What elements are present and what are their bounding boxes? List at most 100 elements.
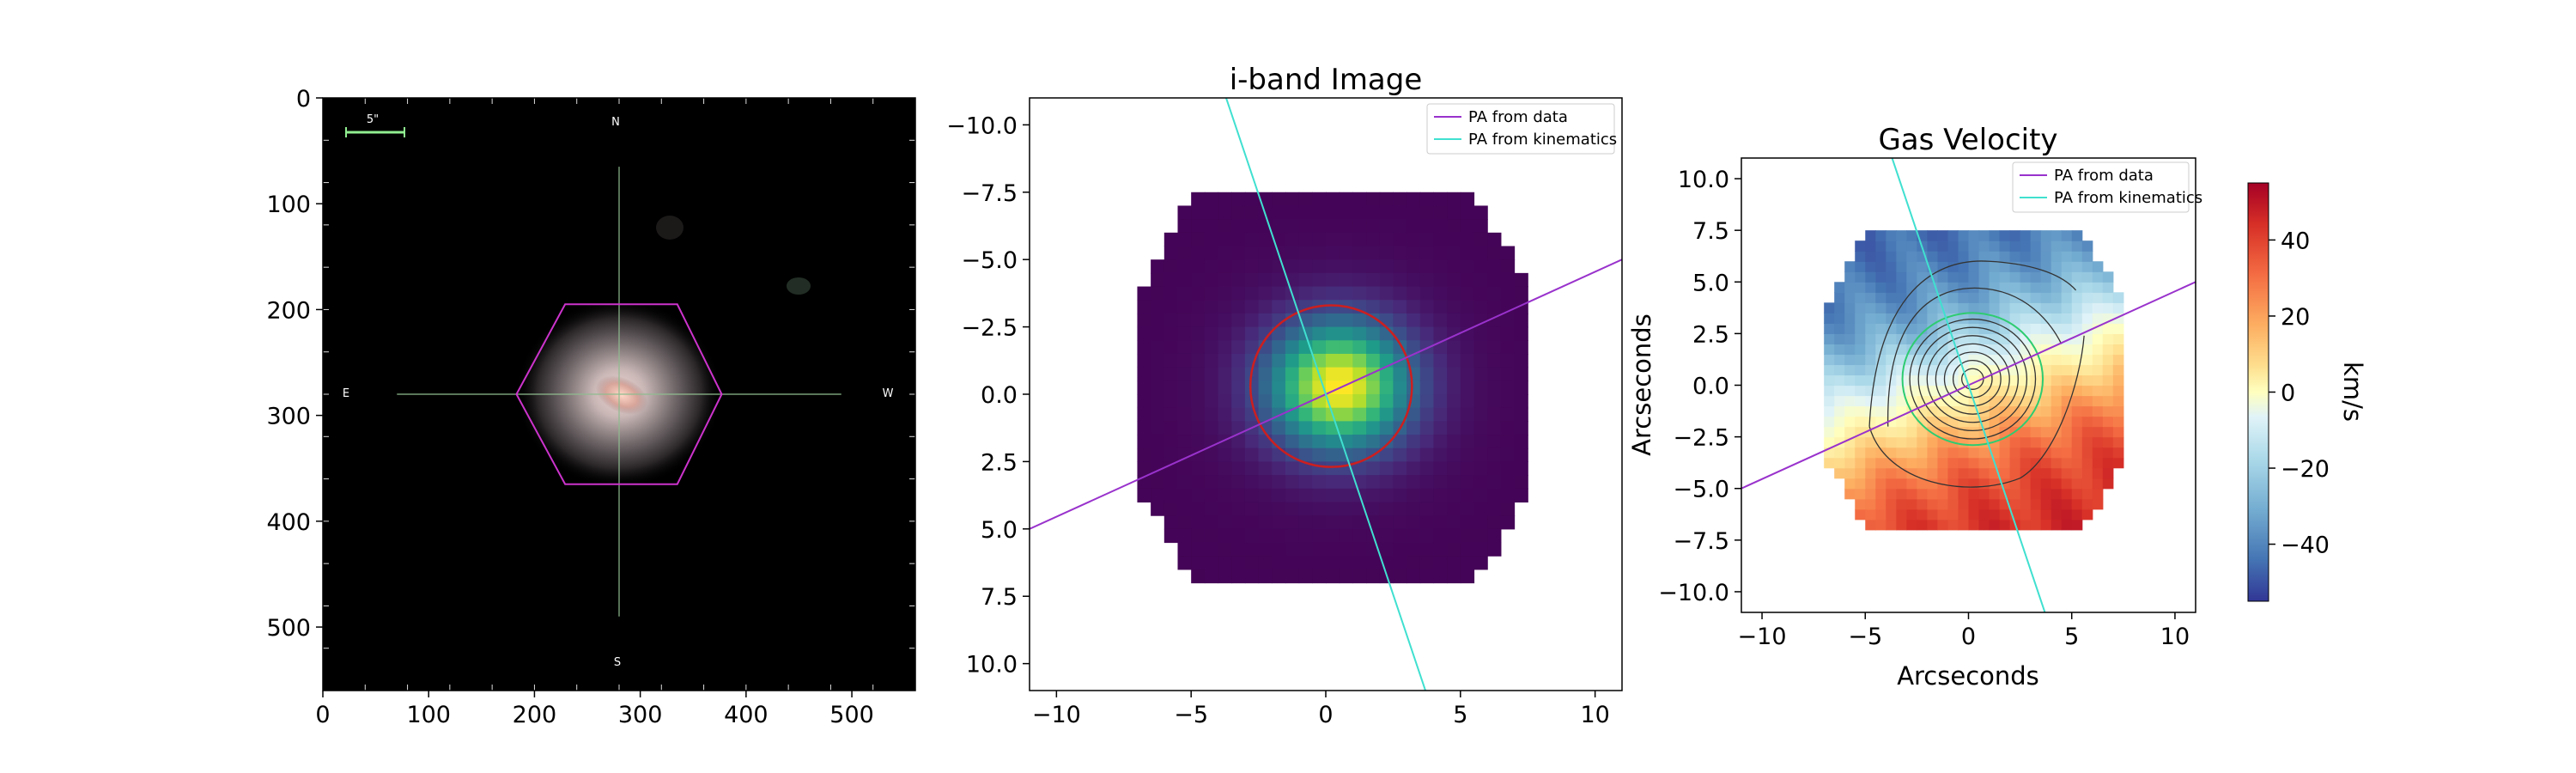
heatmap-cell	[1258, 286, 1273, 301]
velocity-cell	[1989, 240, 2001, 252]
velocity-cell	[1875, 364, 1886, 376]
colorbar-tick-label: 40	[2281, 228, 2310, 254]
heatmap-cell	[1460, 380, 1475, 395]
velocity-cell	[1844, 478, 1856, 490]
velocity-cell	[2061, 508, 2073, 520]
heatmap-cell	[1433, 367, 1448, 381]
velocity-cell	[1865, 478, 1876, 490]
heatmap-cell	[1218, 542, 1232, 557]
heatmap-cell	[1312, 488, 1327, 503]
velocity-cell	[1927, 457, 1939, 469]
heatmap-cell	[1298, 461, 1313, 476]
heatmap-cell	[1231, 353, 1246, 368]
heatmap-cell	[1393, 219, 1407, 234]
velocity-cell	[1927, 488, 1939, 500]
heatmap-cell	[1473, 488, 1488, 503]
velocity-cell	[1834, 323, 1845, 334]
heatmap-cell	[1272, 205, 1286, 220]
heatmap-cell	[1231, 556, 1246, 570]
heatmap-cell	[1339, 326, 1353, 341]
y-tick-label: −2.5	[1673, 425, 1729, 452]
velocity-cell	[1978, 302, 1990, 313]
heatmap-cell	[1218, 300, 1232, 314]
velocity-cell	[2102, 436, 2114, 448]
x-tick-label: 0	[1961, 624, 1976, 650]
heatmap-cell	[1163, 232, 1179, 247]
velocity-cell	[1886, 436, 1897, 448]
velocity-cell	[2071, 457, 2083, 469]
heatmap-cell	[1366, 475, 1381, 490]
heatmap-cell	[1460, 407, 1475, 422]
velocity-cell	[1834, 405, 1845, 417]
y-tick-label: 0	[296, 86, 311, 113]
heatmap-cell	[1285, 394, 1300, 409]
heatmap-cell	[1163, 435, 1179, 449]
velocity-cell	[1968, 508, 1980, 520]
heatmap-cell	[1460, 246, 1475, 260]
velocity-cell	[1844, 447, 1856, 459]
velocity-cell	[1865, 240, 1876, 252]
heatmap-cell	[1460, 447, 1475, 463]
velocity-cell	[2071, 230, 2083, 241]
heatmap-cell	[1204, 340, 1219, 355]
velocity-cell	[1824, 364, 1835, 376]
heatmap-cell	[1447, 246, 1461, 260]
velocity-cell	[2040, 313, 2052, 324]
heatmap-cell	[1366, 246, 1381, 260]
heatmap-cell	[1177, 232, 1192, 247]
heatmap-cell	[1298, 435, 1313, 449]
heatmap-cell	[1447, 435, 1461, 449]
velocity-cell	[2071, 364, 2083, 376]
velocity-cell	[1958, 457, 1970, 469]
heatmap-cell	[1406, 272, 1421, 288]
velocity-cell	[2040, 405, 2052, 417]
heatmap-cell	[1204, 313, 1219, 328]
heatmap-cell	[1447, 421, 1461, 435]
heatmap-cell	[1244, 259, 1260, 274]
heatmap-cell	[1352, 272, 1367, 288]
heatmap-cell	[1231, 232, 1246, 247]
heatmap-cell	[1204, 475, 1219, 490]
velocity-cell	[1978, 385, 1990, 397]
velocity-cell	[2071, 395, 2083, 407]
heatmap-cell	[1177, 515, 1192, 530]
heatmap-cell	[1177, 340, 1192, 355]
heatmap-cell	[1487, 542, 1502, 557]
velocity-cell	[1834, 364, 1845, 376]
heatmap-cell	[1177, 326, 1192, 341]
heatmap-cell	[1366, 435, 1381, 449]
heatmap-cell	[1137, 353, 1151, 368]
effective-radius-contour	[1901, 312, 2044, 447]
heatmap-cell	[1285, 435, 1300, 449]
velocity-cell	[1896, 395, 1907, 407]
heatmap-cell	[1151, 326, 1165, 341]
heatmap-cell	[1487, 528, 1502, 544]
velocity-cell	[2081, 344, 2093, 356]
heatmap-cell	[1406, 326, 1421, 341]
velocity-cell	[1927, 292, 1939, 303]
heatmap-cell	[1258, 515, 1273, 530]
velocity-cell	[2040, 436, 2052, 448]
heatmap-cell	[1487, 461, 1502, 476]
heatmap-cell	[1285, 380, 1300, 395]
velocity-cell	[2040, 478, 2052, 490]
heatmap-cell	[1312, 246, 1327, 260]
velocity-cell	[2020, 282, 2032, 293]
heatmap-cell	[1419, 569, 1435, 584]
velocity-cell	[2020, 251, 2032, 262]
velocity-cell	[2071, 323, 2083, 334]
velocity-cell	[2112, 333, 2124, 345]
heatmap-cell	[1272, 447, 1286, 463]
velocity-cell	[2040, 395, 2052, 407]
heatmap-cell	[1285, 542, 1300, 557]
heatmap-cell	[1326, 556, 1340, 570]
heatmap-cell	[1447, 380, 1461, 395]
velocity-cell	[1886, 261, 1897, 272]
velocity-cell	[2102, 426, 2114, 438]
heatmap-cell	[1204, 542, 1219, 557]
heatmap-cell	[1326, 340, 1340, 355]
velocity-cell	[2009, 271, 2021, 283]
velocity-cell	[1978, 292, 1990, 303]
heatmap-cell	[1379, 488, 1394, 503]
velocity-cell	[1896, 488, 1907, 500]
